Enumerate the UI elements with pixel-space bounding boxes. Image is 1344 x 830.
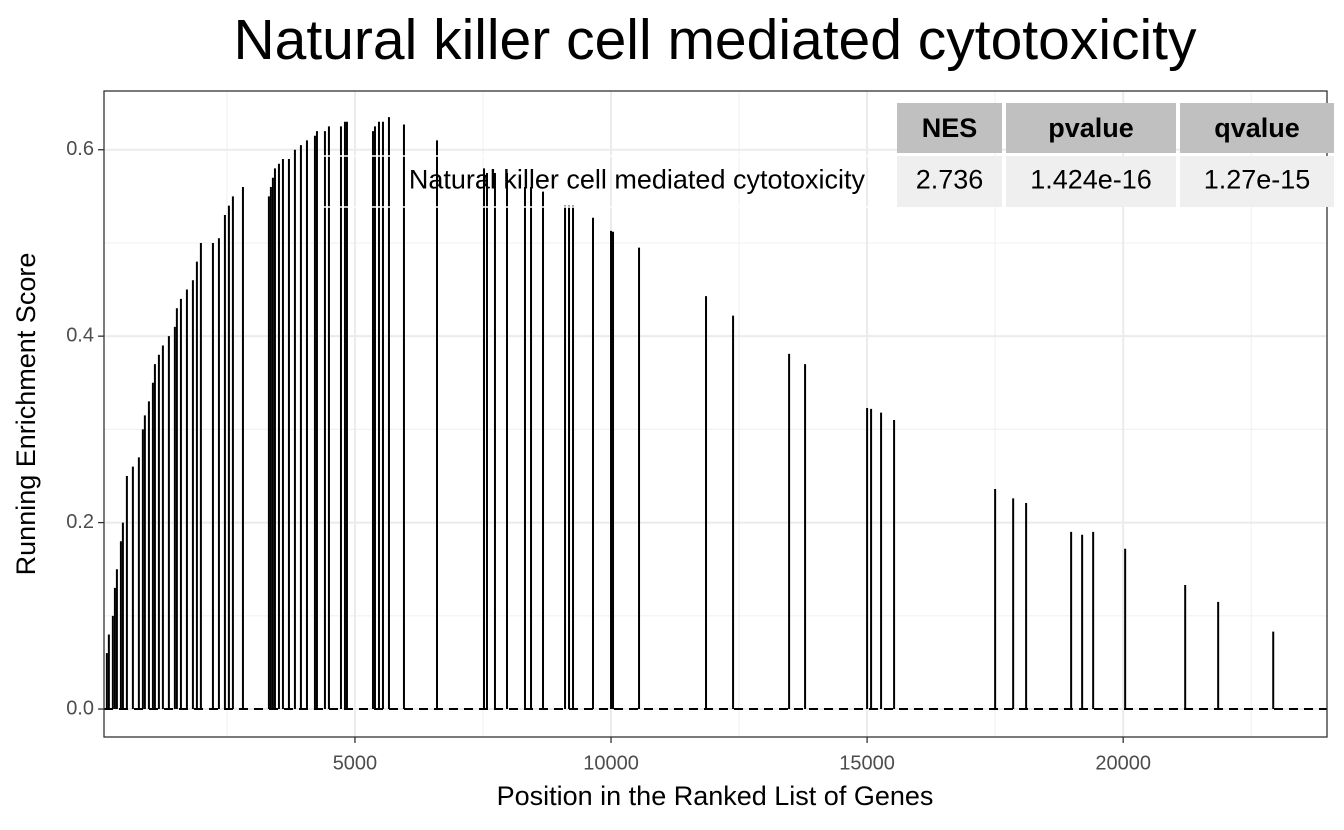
y-tick-label: 0.4 [66, 324, 94, 346]
x-tick-label: 20000 [1095, 752, 1151, 774]
table-row-label: Natural killer cell mediated cytotoxicit… [409, 165, 866, 195]
table-value: 2.736 [916, 165, 984, 195]
x-tick-label: 15000 [839, 752, 895, 774]
y-tick-label: 0.2 [66, 511, 94, 533]
y-tick-label: 0.6 [66, 138, 94, 160]
marks [104, 117, 1327, 711]
table-header: pvalue [1048, 113, 1134, 143]
chart-title: Natural killer cell mediated cytotoxicit… [233, 8, 1197, 72]
table-cell [1180, 156, 1334, 207]
table-cell [897, 156, 1002, 207]
x-axis-label: Position in the Ranked List of Genes [497, 781, 934, 811]
y-tick-label: 0.0 [66, 697, 94, 719]
x-tick-label: 10000 [583, 752, 639, 774]
plot-border [103, 90, 1328, 738]
table-value: 1.424e-16 [1030, 165, 1152, 195]
x-tick-label: 5000 [333, 752, 378, 774]
table-header-cell [1180, 103, 1334, 153]
ticks: 5000 10000 15000 20000 0.0 0.2 0.4 0.6 [66, 138, 1151, 774]
stats-table: NES pvalue qvalue Natural killer cell media… [322, 103, 1334, 208]
table-row-label-cell [322, 155, 894, 208]
table-cell [1006, 156, 1176, 207]
table-header-cell [897, 103, 1002, 153]
table-header: NES [922, 113, 978, 143]
table-header-cell [1006, 103, 1176, 153]
table-value: 1.27e-15 [1204, 165, 1311, 195]
table-header: qvalue [1214, 113, 1300, 143]
y-axis-label: Running Enrichment Score [11, 253, 41, 576]
